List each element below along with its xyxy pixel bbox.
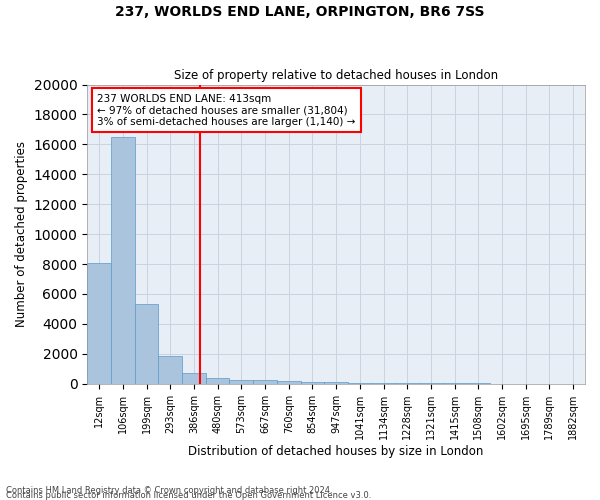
- Bar: [111, 137, 134, 384]
- Title: Size of property relative to detached houses in London: Size of property relative to detached ho…: [174, 69, 498, 82]
- Bar: [301, 382, 324, 384]
- Text: 237 WORLDS END LANE: 413sqm
← 97% of detached houses are smaller (31,804)
3% of : 237 WORLDS END LANE: 413sqm ← 97% of det…: [97, 94, 356, 126]
- Bar: [277, 381, 301, 384]
- Text: Contains public sector information licensed under the Open Government Licence v3: Contains public sector information licen…: [6, 491, 371, 500]
- Bar: [87, 262, 111, 384]
- Bar: [182, 374, 206, 384]
- Bar: [158, 356, 182, 384]
- Bar: [324, 382, 348, 384]
- Text: 237, WORLDS END LANE, ORPINGTON, BR6 7SS: 237, WORLDS END LANE, ORPINGTON, BR6 7SS: [115, 5, 485, 19]
- Bar: [229, 380, 253, 384]
- X-axis label: Distribution of detached houses by size in London: Distribution of detached houses by size …: [188, 444, 484, 458]
- Y-axis label: Number of detached properties: Number of detached properties: [15, 141, 28, 327]
- Text: Contains HM Land Registry data © Crown copyright and database right 2024.: Contains HM Land Registry data © Crown c…: [6, 486, 332, 495]
- Bar: [253, 380, 277, 384]
- Bar: [206, 378, 229, 384]
- Bar: [371, 383, 395, 384]
- Bar: [395, 383, 419, 384]
- Bar: [348, 382, 371, 384]
- Bar: [134, 304, 158, 384]
- Bar: [419, 383, 443, 384]
